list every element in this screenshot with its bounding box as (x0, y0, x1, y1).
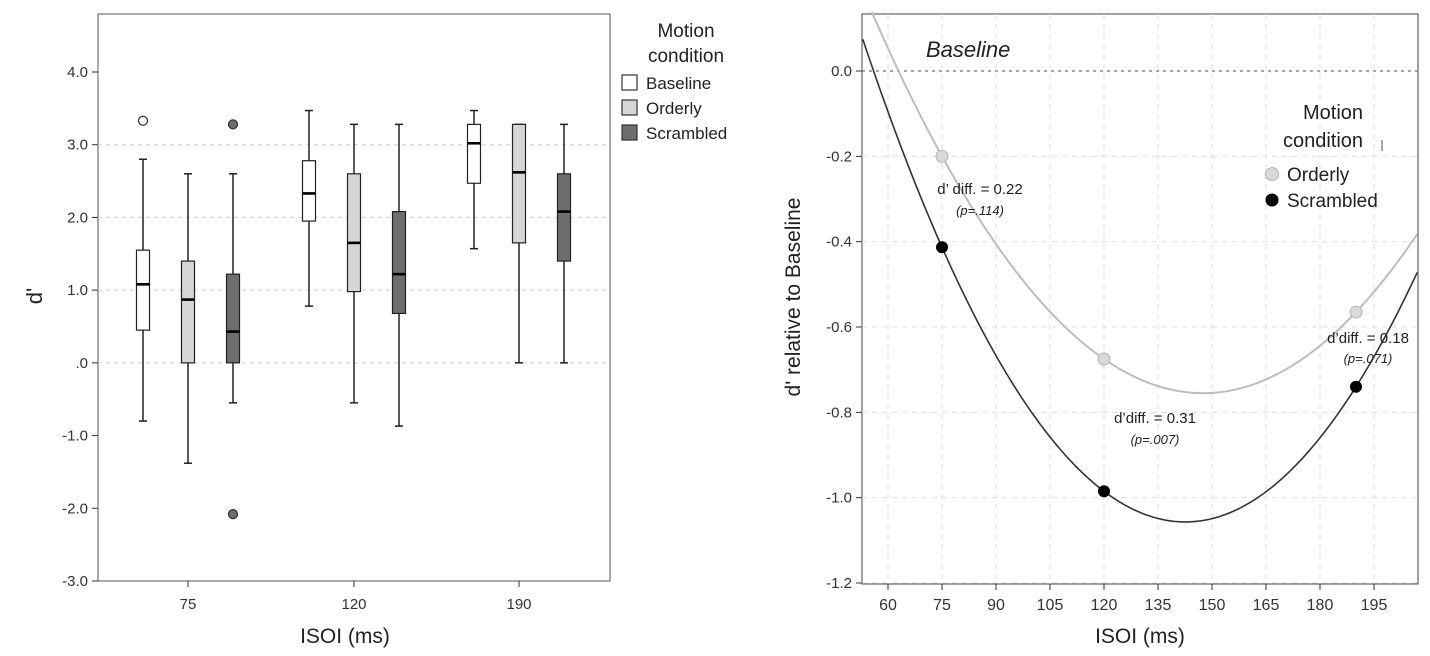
x-tick-label: 90 (987, 597, 1005, 614)
box-scrambled-190 (556, 173, 572, 262)
boxplot-legend-title-line2: condition (648, 46, 724, 67)
scatter-fit-curves (862, 11, 1419, 523)
scatter-annotations: d’ diff. = 0.22 (p=.114) d’diff. = 0.31 (p=… (937, 181, 1409, 447)
scatter-legend-title-line1: Motion (1303, 102, 1363, 124)
y-tick-label: -0.2 (826, 148, 852, 165)
fit-curve-orderly (870, 11, 1419, 395)
legend-label-baseline: Baseline (646, 74, 711, 93)
scatter-plot-area (861, 13, 1419, 585)
y-tick-label: -0.6 (826, 319, 852, 336)
boxplot-y-ticks: 4.0 3.0 2.0 1.0 .0 -1.0 -2.0 -3.0 (62, 64, 98, 590)
y-tick-label: -0.4 (826, 234, 852, 251)
legend-swatch-scrambled (621, 124, 638, 141)
box-baseline-75-outlier (137, 115, 149, 126)
legend-swatch-baseline (621, 74, 638, 91)
x-tick-label: 180 (1307, 597, 1334, 614)
annotation-p-120: (p=.007) (1131, 432, 1180, 447)
box-baseline-75 (135, 249, 151, 331)
legend-swatch-orderly (621, 99, 638, 116)
x-tick-label: 75 (180, 596, 197, 613)
box-orderly-75 (180, 260, 196, 364)
box-scrambled-75-outlier (227, 119, 239, 130)
y-tick-label: 4.0 (67, 64, 88, 81)
y-tick-label: -3.0 (62, 573, 88, 590)
point-orderly-75 (935, 149, 949, 163)
scatter-y-ticks: 0.0 -0.2 -0.4 -0.6 -0.8 -1.0 -1.2 (826, 63, 862, 592)
boxplot-x-ticks: 75 120 190 (180, 581, 532, 613)
box-baseline-120 (301, 160, 317, 222)
legend-marker-scrambled (1265, 193, 1279, 207)
y-tick-label: 1.0 (67, 282, 88, 299)
x-tick-label: 120 (1091, 597, 1118, 614)
scatter-panel: 0.0 -0.2 -0.4 -0.6 -0.8 -1.0 -1.2 60 75 90 105 120… (782, 11, 1419, 648)
scatter-x-ticks: 60 75 90 105 120 135 150 165 180 195 (879, 584, 1387, 614)
boxplot-panel: 4.0 3.0 2.0 1.0 .0 -1.0 -2.0 -3.0 75 120 190 ISOI… (22, 13, 727, 648)
scatter-points (935, 149, 1363, 498)
y-tick-label: -1.2 (826, 575, 852, 592)
y-tick-label: -1.0 (62, 428, 88, 445)
box-baseline-190 (466, 123, 482, 184)
fit-curve-scrambled (862, 38, 1418, 523)
x-tick-label: 135 (1145, 597, 1172, 614)
boxplot-x-axis-label: ISOI (ms) (300, 625, 390, 648)
annotation-diff-75: d’ diff. = 0.22 (937, 181, 1022, 198)
x-tick-label: 150 (1199, 597, 1226, 614)
y-tick-label: 2.0 (67, 209, 88, 226)
legend-label-orderly: Orderly (646, 99, 702, 118)
box-orderly-120 (346, 173, 362, 293)
annotation-diff-190: d’diff. = 0.18 (1327, 330, 1409, 347)
boxplot-boxes (135, 109, 572, 520)
scatter-legend-title-line2: condition (1283, 130, 1363, 152)
y-tick-label: 0.0 (831, 63, 852, 80)
point-scrambled-120 (1098, 485, 1110, 498)
y-tick-label: .0 (75, 355, 88, 372)
x-tick-label: 60 (879, 597, 897, 614)
baseline-label: Baseline (926, 37, 1010, 62)
point-scrambled-75 (936, 241, 948, 254)
scatter-legend: Motion condition Orderly Scrambled (1265, 102, 1383, 212)
point-orderly-190 (1349, 305, 1363, 319)
legend-label-orderly-scatter: Orderly (1287, 165, 1350, 186)
scatter-y-axis-label: d' relative to Baseline (782, 198, 805, 397)
x-tick-label: 75 (933, 597, 951, 614)
box-scrambled-120 (391, 211, 407, 315)
x-tick-label: 165 (1253, 597, 1280, 614)
legend-label-scrambled-scatter: Scrambled (1287, 191, 1378, 212)
y-tick-label: -2.0 (62, 500, 88, 517)
x-tick-label: 120 (341, 596, 366, 613)
box-scrambled-75 (225, 273, 241, 364)
y-tick-label: -0.8 (826, 404, 852, 421)
x-tick-label: 195 (1361, 597, 1388, 614)
point-orderly-120 (1097, 352, 1111, 366)
boxplot-legend: Motion condition Baseline Orderly Scramb… (621, 21, 727, 143)
legend-marker-orderly (1265, 167, 1279, 181)
annotation-diff-120: d’diff. = 0.31 (1114, 410, 1196, 427)
point-scrambled-190 (1350, 380, 1362, 393)
box-orderly-190 (511, 123, 527, 244)
box-scrambled-75-outlier (227, 509, 239, 520)
x-tick-label: 190 (506, 596, 531, 613)
y-tick-label: -1.0 (826, 490, 852, 507)
y-tick-label: 3.0 (67, 137, 88, 154)
legend-label-scrambled: Scrambled (646, 124, 727, 143)
annotation-p-75: (p=.114) (956, 203, 1004, 218)
boxplot-y-axis-label: d' (22, 288, 47, 304)
scatter-gridlines (862, 14, 1418, 584)
x-tick-label: 105 (1037, 597, 1064, 614)
annotation-p-190: (p=.071) (1344, 351, 1393, 366)
scatter-x-axis-label: ISOI (ms) (1095, 625, 1185, 648)
boxplot-legend-title-line1: Motion (657, 21, 714, 42)
